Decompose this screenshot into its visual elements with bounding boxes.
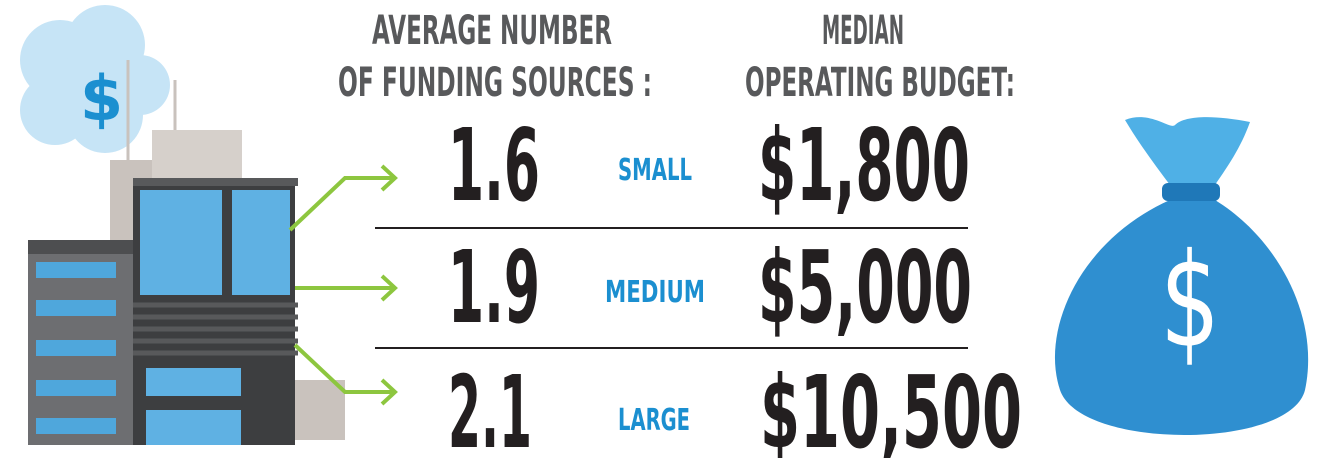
header-line: OF FUNDING SOURCES : [338,60,652,106]
cloud-symbol: $ [80,62,123,135]
arrows [290,166,395,404]
budget-value: $10,500 [760,354,1022,458]
budget-value: $1,800 [758,107,970,224]
header-line: MEDIAN [822,8,904,54]
sources-value: 2.1 [448,354,532,458]
sources-value: 1.9 [448,229,540,346]
sources-value: 1.6 [448,107,540,224]
budget-value: $5,000 [758,229,972,346]
header-line: AVERAGE NUMBER [372,8,612,54]
size-label: LARGE [618,403,690,438]
size-label: SMALL [618,153,692,188]
header-line: OPERATING BUDGET: [745,60,1015,106]
bag-symbol: $ [1160,225,1220,377]
size-label: MEDIUM [605,275,705,310]
infographic: $ AVERAGE NUMBER OF FUNDING SOURC [0,0,1325,458]
